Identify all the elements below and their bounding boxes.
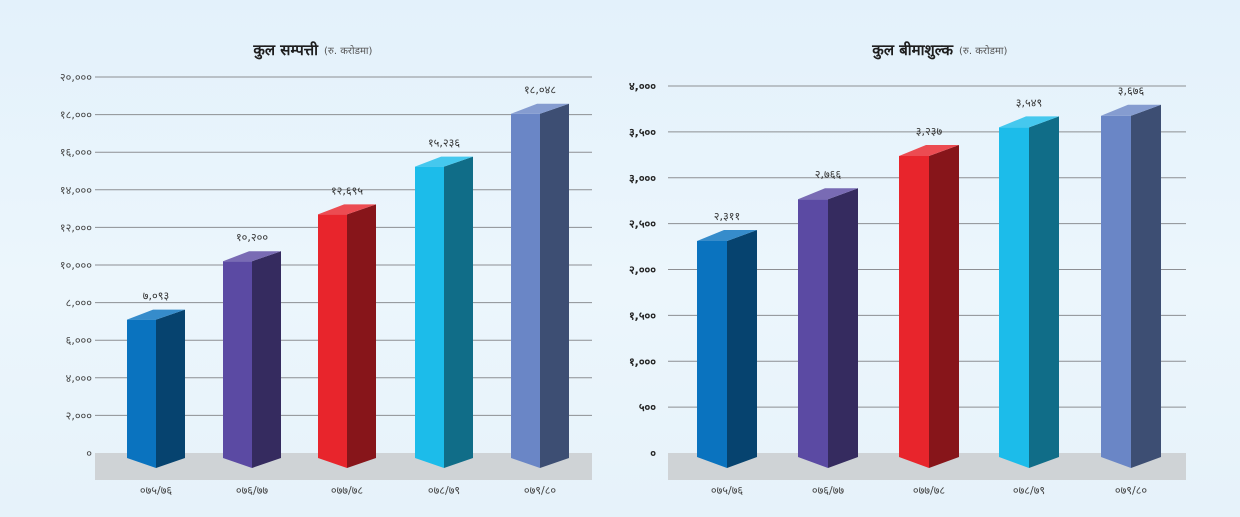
bar-top — [899, 145, 959, 157]
bar — [127, 309, 185, 468]
bar-top — [127, 309, 185, 320]
y-tick-label: १०,००० — [60, 259, 92, 272]
x-tick-label: ०७७/७८ — [913, 484, 946, 497]
x-tick-label: ०७९/८० — [1115, 484, 1148, 497]
bar — [899, 145, 959, 468]
data-label: १०,२०० — [236, 231, 268, 244]
bar-front — [223, 261, 252, 468]
y-tick-label: ८,००० — [66, 297, 93, 310]
data-label: ३,५४९ — [1016, 96, 1042, 109]
y-tick-label: १८,००० — [60, 109, 92, 122]
chart-total-assets: कुल सम्पत्ती (रु. करोडमा) ० २,००० ४,००० ६,०… — [60, 41, 592, 497]
data-label: १५,२३६ — [428, 137, 460, 150]
bar — [697, 229, 757, 468]
bar-side — [727, 229, 757, 468]
bar-side — [929, 145, 959, 468]
x-tick-label: ०७६/७७ — [236, 484, 269, 497]
y-tick-label: ० — [86, 447, 92, 460]
bar-top — [798, 188, 858, 200]
y-tick-label: १,५०० — [629, 309, 656, 322]
x-tick-label: ०७५/७६ — [140, 484, 173, 497]
bar-front — [1101, 115, 1131, 469]
bar — [999, 116, 1059, 469]
bar-side — [156, 309, 185, 468]
data-label: २,७६६ — [815, 168, 842, 181]
chart-subtitle: (रु. करोडमा) — [324, 45, 373, 57]
y-tick-label: १,००० — [629, 355, 656, 368]
x-tick-label: ०७६/७७ — [812, 484, 845, 497]
bar — [798, 188, 858, 469]
y-tick-label: १४,००० — [60, 184, 92, 197]
y-tick-label: ५०० — [639, 401, 656, 414]
bar-side — [347, 204, 376, 469]
y-tick-label: ३,५०० — [629, 126, 656, 139]
bar-top — [999, 116, 1059, 128]
x-tick-label: ०७९/८० — [524, 484, 557, 497]
chart-total-premium: कुल बीमाशुल्क (रु. करोडमा) ० ५०० १,००० १,५०… — [629, 41, 1186, 497]
bar-front — [127, 319, 156, 468]
y-tick-label: ० — [650, 447, 656, 460]
chart-title: कुल सम्पत्ती — [252, 41, 319, 60]
x-tick-label: ०७८/७९ — [1013, 484, 1045, 497]
y-tick-label: २,००० — [629, 264, 656, 277]
bar — [318, 204, 376, 469]
data-label: ७,०९३ — [143, 290, 169, 303]
data-label: ३,२३७ — [916, 125, 943, 138]
data-label: १२,६९५ — [331, 184, 363, 197]
data-label: १८,०४८ — [524, 84, 556, 97]
bar-front — [899, 156, 929, 468]
bar-side — [252, 251, 281, 468]
bar-front — [697, 240, 727, 468]
y-tick-label: ३,००० — [629, 172, 656, 185]
bar-front — [318, 214, 347, 468]
bar-top — [415, 156, 473, 167]
bar-side — [1029, 116, 1059, 469]
y-tick-label: २,५०० — [629, 218, 656, 231]
data-label: ३,६७६ — [1118, 85, 1145, 98]
bar-front — [511, 113, 540, 468]
bar — [223, 251, 281, 468]
y-tick-label: १६,००० — [60, 146, 92, 159]
x-tick-label: ०७८/७९ — [428, 484, 460, 497]
x-tick-label: ०७७/७८ — [331, 484, 364, 497]
bar — [1101, 104, 1161, 469]
bar-front — [798, 199, 828, 469]
y-tick-label: २,००० — [66, 409, 93, 422]
bar-top — [511, 103, 569, 114]
bar-side — [828, 188, 858, 469]
bar-front — [999, 127, 1029, 469]
chart-title: कुल बीमाशुल्क — [871, 41, 954, 60]
y-tick-label: ४,००० — [629, 80, 656, 93]
chart-subtitle: (रु. करोडमा) — [959, 45, 1008, 57]
bar-top — [223, 251, 281, 262]
bar-side — [444, 156, 473, 468]
bar-top — [697, 229, 757, 241]
y-tick-label: १२,००० — [60, 221, 92, 234]
y-tick-label: ६,००० — [66, 334, 93, 347]
bar-side — [1131, 104, 1161, 469]
x-tick-label: ०७५/७६ — [711, 484, 744, 497]
bar — [415, 156, 473, 468]
bar-top — [1101, 104, 1161, 116]
bar-front — [415, 166, 444, 468]
y-tick-label: २०,००० — [60, 71, 92, 84]
data-label: २,३११ — [714, 210, 740, 223]
bar — [511, 103, 569, 468]
bar-side — [540, 103, 569, 468]
y-tick-label: ४,००० — [66, 372, 93, 385]
bar-top — [318, 204, 376, 215]
